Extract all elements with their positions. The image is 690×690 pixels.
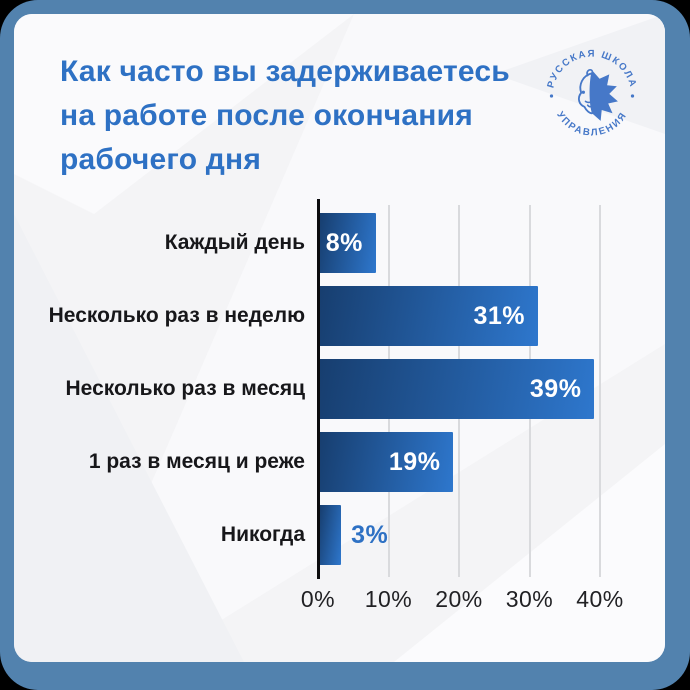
plot-area: 0% 10% 20% 30% 40% Каждый день 8% Несколько раз…	[14, 199, 665, 625]
bar	[319, 505, 341, 565]
gridline	[599, 205, 601, 577]
title-line-2: на работе после окончания	[60, 99, 473, 132]
category-label: Несколько раз в месяц	[65, 377, 306, 400]
category-label: 1 раз в месяц и реже	[88, 450, 305, 473]
x-tick-label: 40%	[576, 586, 624, 612]
bar: 19%	[319, 432, 454, 492]
x-tick-label: 30%	[505, 586, 554, 612]
bar: 8%	[319, 213, 376, 273]
bar-value-label: 31%	[473, 302, 526, 330]
title-line-3: рабочего дня	[60, 143, 262, 176]
title-line-1: Как часто вы задерживаетесь	[60, 55, 510, 88]
category-label: Несколько раз в неделю	[48, 304, 305, 327]
page-title: Как часто вы задерживаетесь на работе по…	[60, 50, 560, 182]
x-tick-label: 10%	[364, 586, 413, 612]
bar-value-label: 3%	[351, 521, 389, 549]
category-label: Никогда	[220, 523, 305, 546]
logo-dot-right	[630, 94, 635, 98]
x-tick-label: 0%	[300, 586, 336, 612]
logo-dot-left	[549, 94, 554, 98]
category-label: Каждый день	[164, 231, 305, 254]
bar-value-label: 19%	[388, 448, 441, 476]
bar: 31%	[319, 286, 539, 346]
rsu-logo: РУССКАЯ ШКОЛА УПРАВЛЕНИЯ	[545, 49, 636, 139]
bar-value-label: 8%	[325, 229, 363, 257]
bar-value-label: 39%	[529, 375, 582, 403]
content-card: Как часто вы задерживаетесь на работе по…	[14, 14, 665, 662]
y-axis-line	[316, 199, 320, 579]
lion-icon	[577, 69, 618, 121]
bar: 39%	[319, 359, 595, 419]
x-tick-label: 20%	[435, 586, 483, 612]
